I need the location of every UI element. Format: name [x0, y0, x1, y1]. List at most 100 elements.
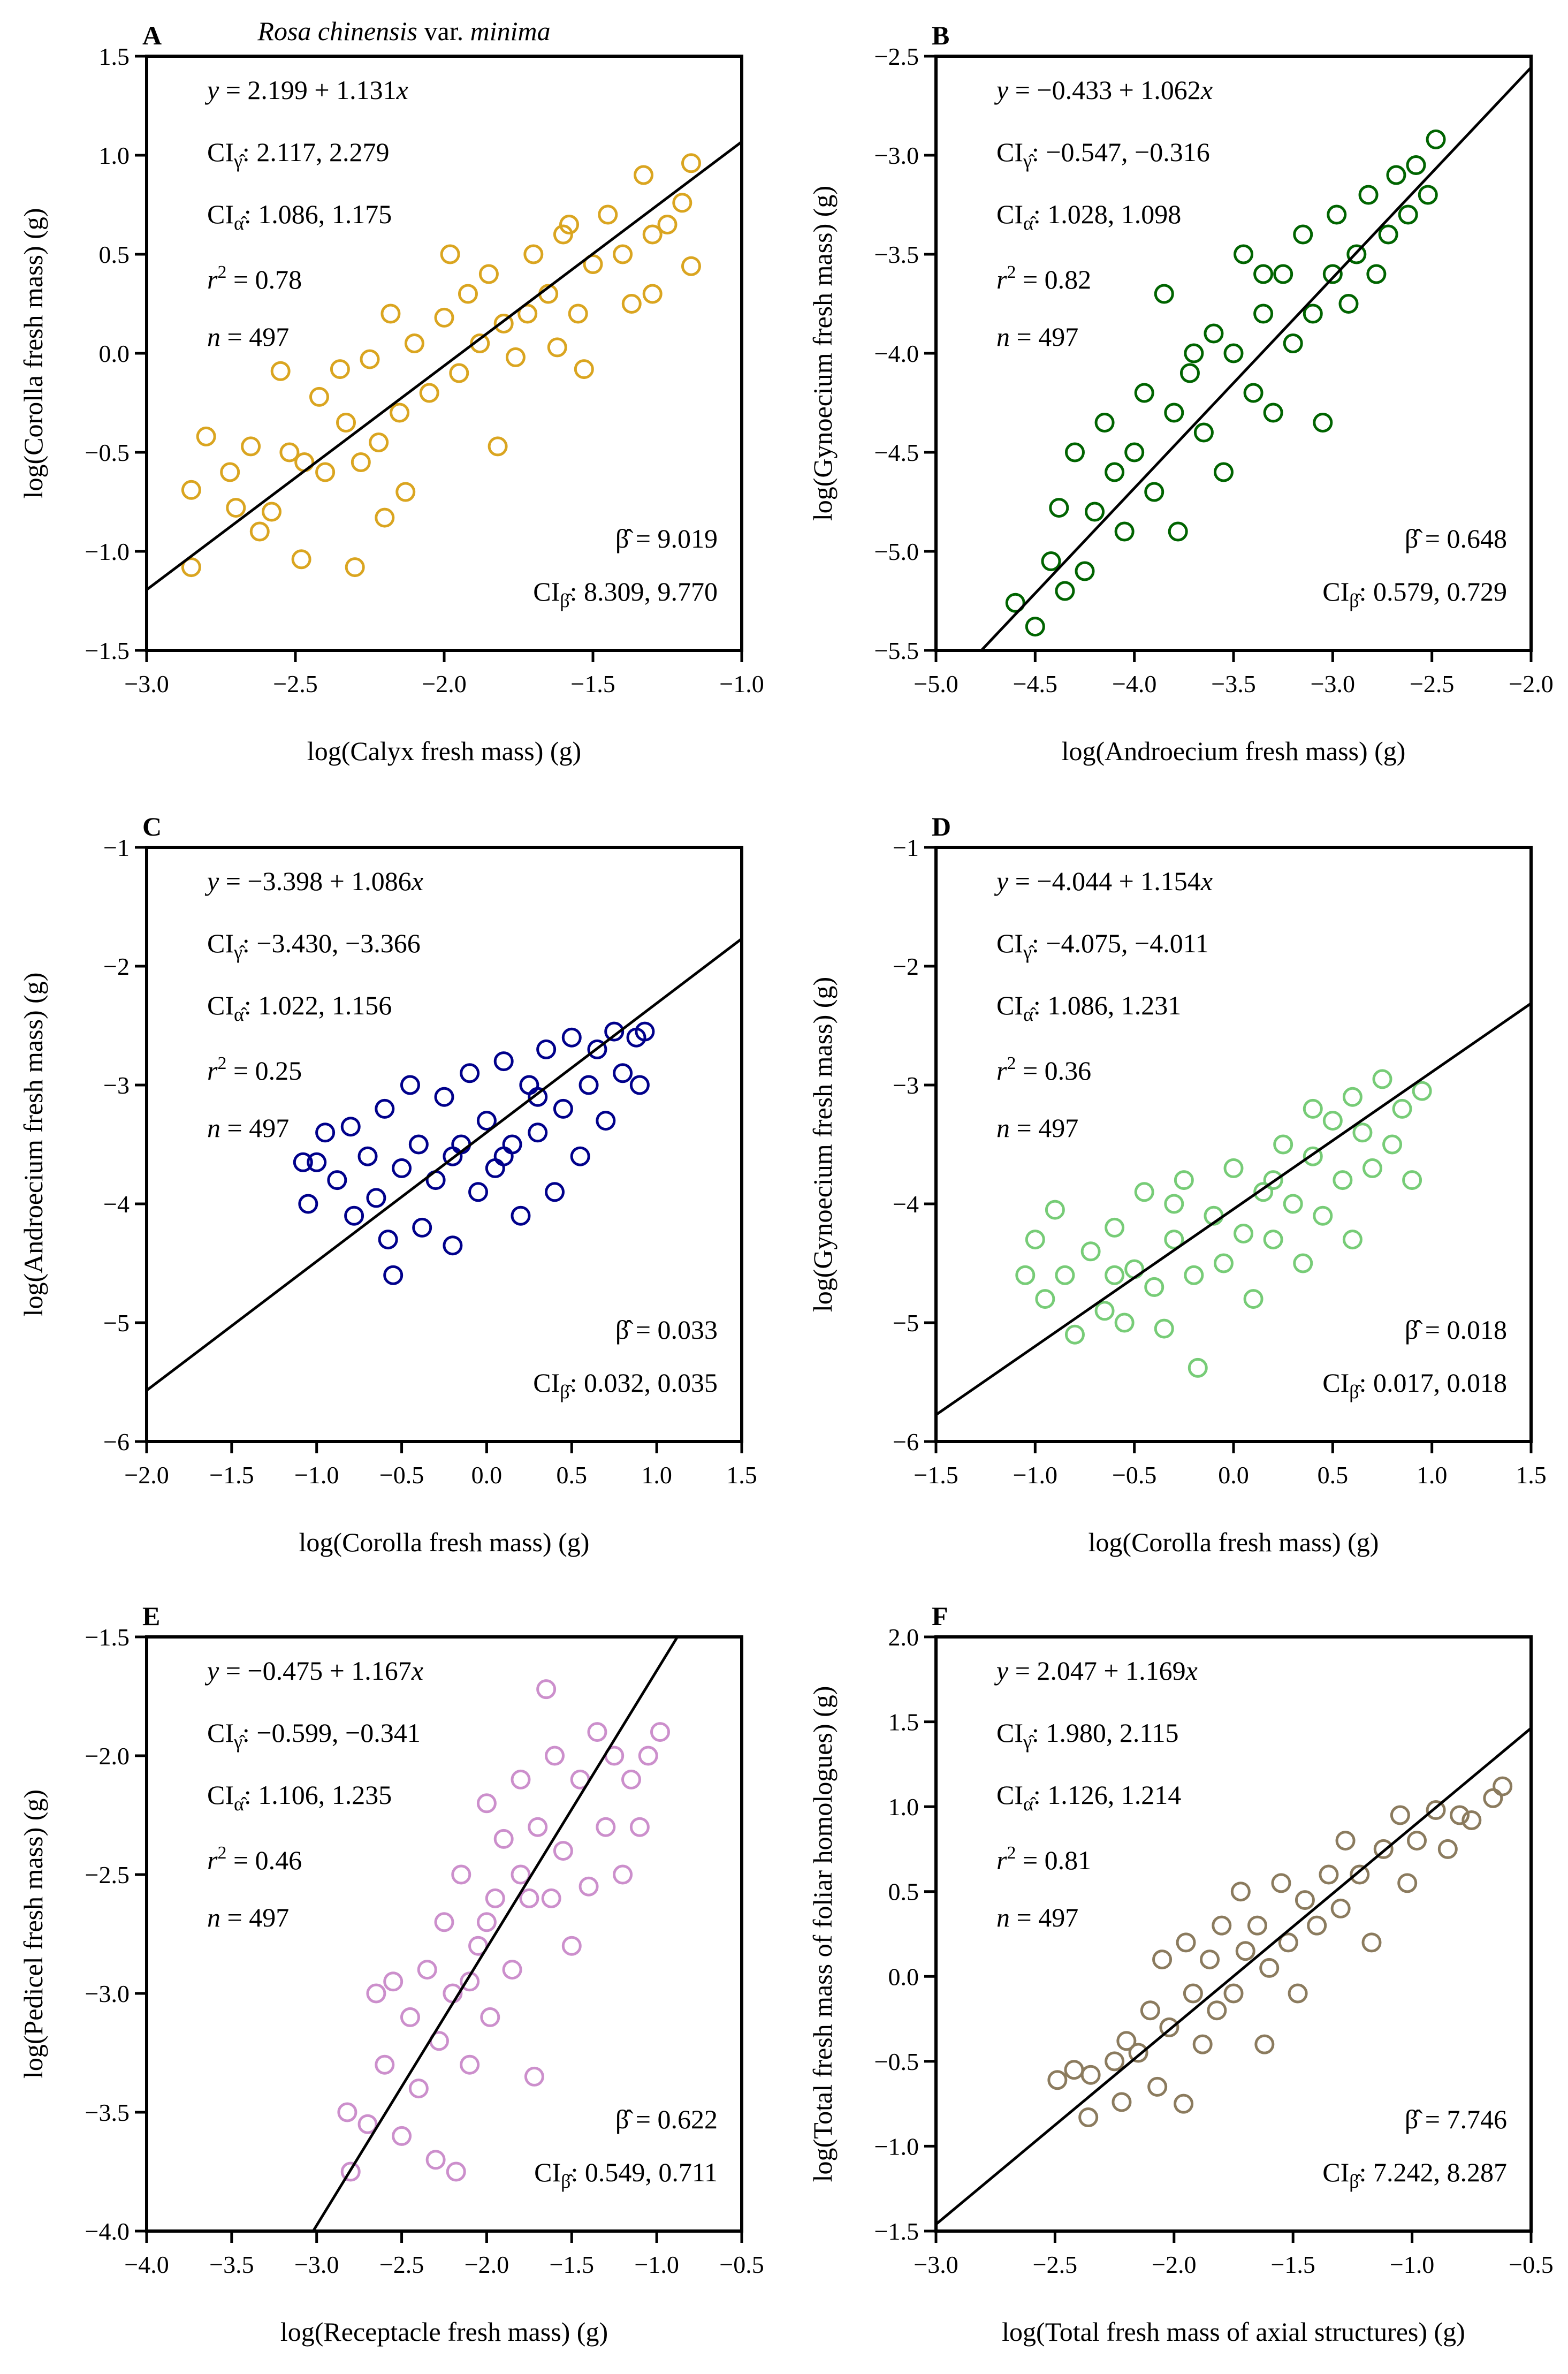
ci-prefix: CI	[207, 1718, 234, 1748]
ci-colon: :	[1032, 1718, 1046, 1748]
data-point	[1313, 413, 1333, 433]
ci-alpha: CIα̂: 1.126, 1.214	[996, 1780, 1181, 1815]
ci-colon: :	[570, 2157, 584, 2187]
data-point	[279, 442, 300, 462]
y-tick-label: −1.5	[85, 1624, 130, 1651]
x-tick-label: −2.5	[273, 670, 317, 697]
n-symbol: n	[996, 1113, 1010, 1143]
ci-prefix: CI	[207, 990, 234, 1020]
data-point	[1283, 333, 1303, 353]
r-equals: =	[226, 1845, 255, 1875]
x-axis-label: log(Calyx fresh mass) (g)	[307, 736, 581, 766]
data-point	[1234, 244, 1254, 264]
n-value: 497	[249, 1113, 289, 1143]
data-point	[298, 1194, 318, 1214]
data-point	[478, 264, 499, 284]
data-point	[1342, 1230, 1363, 1250]
ci-colon: :	[244, 1780, 258, 1810]
data-point	[1259, 1958, 1280, 1978]
data-point	[650, 1722, 670, 1742]
ci-beta: CIβ̂: 0.549, 0.711	[534, 2157, 718, 2192]
x-tick-label: 1.0	[1417, 1461, 1448, 1489]
r-symbol: r	[996, 1845, 1007, 1875]
data-point	[357, 1146, 378, 1166]
data-point	[1303, 1098, 1323, 1119]
data-point	[493, 314, 514, 333]
data-point	[511, 1769, 531, 1789]
regression-equation: y = 2.199 + 1.131x	[204, 75, 408, 105]
data-point	[672, 193, 692, 213]
y-tick-label: 1.0	[99, 142, 130, 169]
data-point	[681, 153, 701, 173]
data-point	[330, 359, 350, 380]
x-tick-label: −1.0	[1390, 2251, 1434, 2278]
data-point	[1450, 1805, 1470, 1825]
eq-equals: =	[1008, 75, 1037, 105]
ci-alpha: CIα̂: 1.086, 1.231	[996, 990, 1181, 1025]
ci-value: −4.075, −4.011	[1046, 928, 1209, 958]
plot-frame	[145, 1635, 743, 2233]
y-axis-label: log(Androecium fresh mass) (g)	[18, 973, 48, 1317]
ci-prefix: CI	[533, 577, 560, 606]
data-point	[1271, 1873, 1291, 1893]
data-point	[523, 244, 544, 264]
panel-label: C	[142, 811, 162, 841]
x-tick-label: 1.5	[726, 1461, 757, 1489]
panel-label: F	[932, 1601, 948, 1631]
data-point	[488, 436, 508, 457]
y-tick-label: −4.0	[85, 2218, 130, 2245]
x-tick-label: −5.0	[914, 670, 958, 697]
ci-colon: :	[570, 1368, 584, 1398]
ci-value: 8.309, 9.770	[584, 577, 718, 606]
x-tick-label: 0.0	[471, 1461, 503, 1489]
data-point	[1392, 1098, 1412, 1119]
data-point	[1047, 2070, 1068, 2090]
eq-coefficients: 2.199 + 1.131	[247, 75, 396, 105]
data-point	[1322, 264, 1343, 284]
eq-x: x	[396, 75, 408, 105]
data-point	[1080, 2065, 1101, 2085]
data-point	[375, 2054, 395, 2075]
ci-gamma: CIγ̂: −4.075, −4.011	[996, 928, 1209, 963]
plot-frame	[145, 846, 743, 1443]
ci-prefix: CI	[1322, 2157, 1349, 2187]
ci-prefix: CI	[207, 928, 234, 958]
beta-value: 9.019	[658, 524, 718, 553]
n-equals: =	[220, 1113, 249, 1143]
data-point	[351, 452, 371, 472]
points	[1047, 1776, 1513, 2128]
data-point	[1179, 363, 1200, 383]
data-point	[443, 1146, 463, 1166]
y-tick-label: −2	[893, 953, 919, 980]
ci-alpha: CIα̂: 1.106, 1.235	[207, 1780, 392, 1815]
ci-colon: :	[1033, 199, 1047, 229]
eq-x: x	[411, 1656, 423, 1686]
data-point	[1361, 1932, 1382, 1953]
data-point	[1154, 1318, 1174, 1339]
data-point	[1327, 204, 1347, 225]
y-tick-label: −5.5	[874, 637, 919, 664]
x-tick-label: −0.5	[719, 2251, 764, 2278]
data-point	[400, 1075, 420, 1095]
data-point	[262, 502, 282, 522]
x-tick-label: −4.0	[124, 2251, 169, 2278]
data-point	[1134, 383, 1154, 403]
data-point	[1230, 1882, 1251, 1902]
x-tick-label: −0.5	[379, 1461, 424, 1489]
ci-value: 0.032, 0.035	[584, 1368, 718, 1398]
ci-value: −0.547, −0.316	[1046, 137, 1209, 167]
n-symbol: n	[207, 1113, 220, 1143]
data-point	[1319, 1864, 1339, 1885]
data-point	[517, 304, 538, 324]
y-tick-label: −4	[103, 1190, 130, 1218]
y-tick-label: −1	[103, 834, 130, 861]
data-point	[583, 254, 603, 274]
beta-value: 0.622	[658, 2104, 718, 2134]
y-tick-label: −3.0	[874, 142, 919, 169]
data-point	[1128, 2043, 1148, 2063]
data-point	[642, 284, 663, 304]
regression-equation: y = −4.044 + 1.154x	[994, 866, 1213, 896]
eq-y: y	[204, 1656, 219, 1686]
eq-coefficients: 2.047 + 1.169	[1037, 1656, 1185, 1686]
beta-symbol: β̂ =	[1405, 524, 1447, 553]
